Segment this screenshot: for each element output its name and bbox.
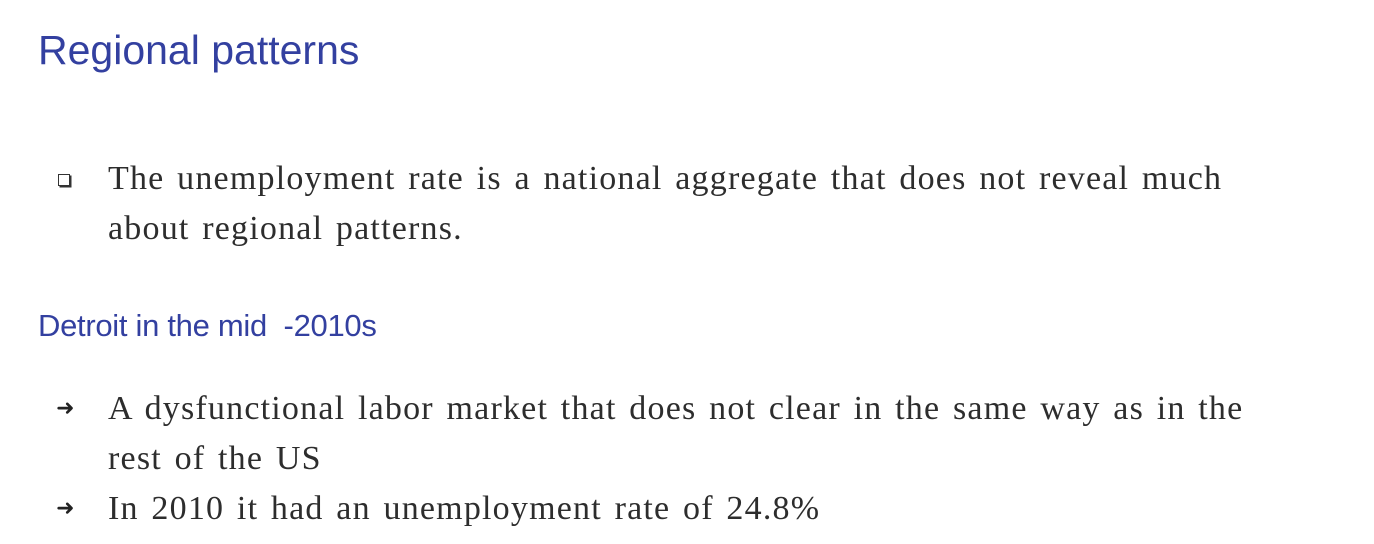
arrow-right-icon: ➜ bbox=[56, 496, 75, 521]
intro-bullet-text: The unemployment rate is a national aggr… bbox=[108, 160, 1223, 247]
slide-title: Regional patterns bbox=[38, 27, 360, 73]
section-subheading: Detroit in the mid -2010s bbox=[38, 308, 377, 343]
square-bullet-icon bbox=[56, 154, 108, 190]
intro-bullet: The unemployment rate is a national aggr… bbox=[56, 154, 1306, 254]
point-text: In 2010 it had an unemployment rate of 2… bbox=[108, 490, 821, 527]
arrow-right-icon: ➜ bbox=[56, 396, 75, 421]
point-item: ➜ A dysfunctional labor market that does… bbox=[56, 384, 1306, 484]
point-text: A dysfunctional labor market that does n… bbox=[108, 390, 1244, 477]
point-item: ➜ In 2010 it had an unemployment rate of… bbox=[56, 484, 1306, 534]
